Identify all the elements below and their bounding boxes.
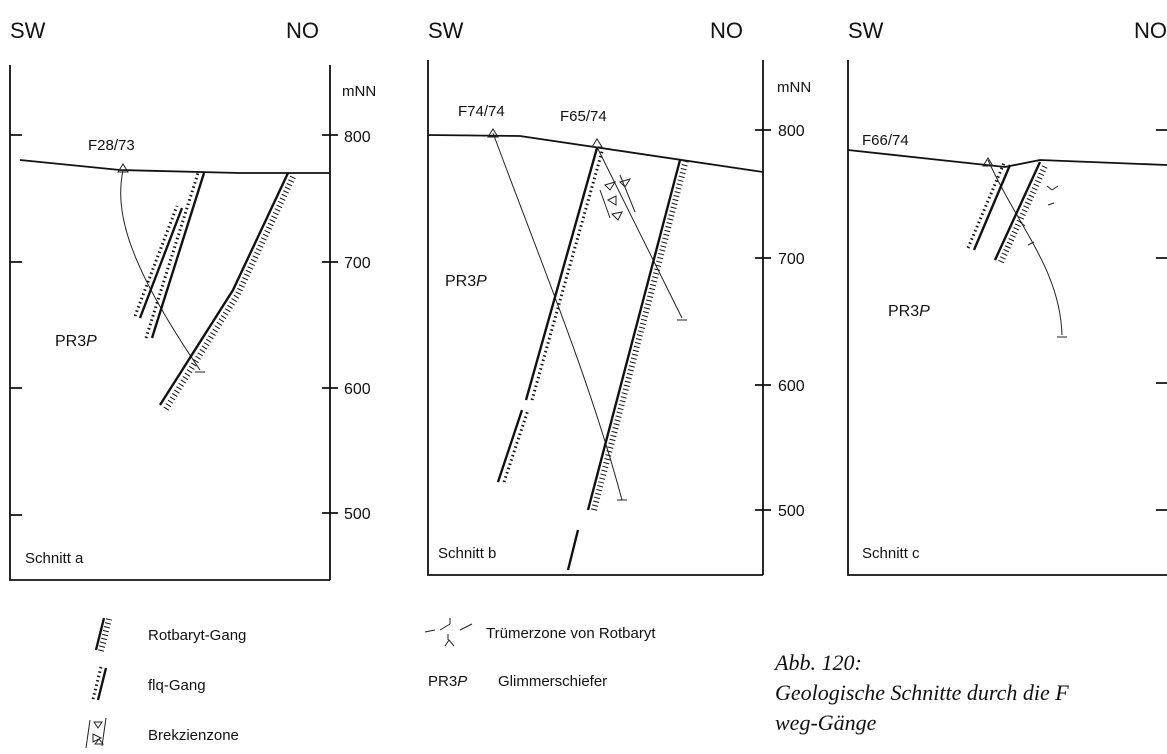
legend-label: Glimmerschiefer: [498, 673, 607, 690]
section-c: SW NO F66/74 PR3P Schnitt c: [848, 18, 1167, 575]
legend-label: flq-Gang: [148, 677, 206, 694]
caption-number: Abb. 120:: [773, 650, 862, 675]
borehole-label: F66/74: [862, 132, 909, 149]
rock-code: P: [457, 673, 467, 690]
section-name: Schnitt b: [438, 545, 496, 562]
legend-code: PR3P: [428, 673, 467, 690]
rock-code: P: [919, 303, 930, 320]
legend-label: Rotbaryt-Gang: [148, 627, 246, 644]
legend-icon: [425, 618, 472, 646]
borehole-label: F74/74: [458, 103, 505, 120]
elevation-label: 700: [778, 251, 805, 268]
diagram: SW NO mNN 800 700 600 500 F28/73 PR3P Sc…: [0, 0, 1167, 754]
legend-icon: [98, 668, 106, 700]
borehole-label: F65/74: [560, 108, 607, 125]
dike: [160, 173, 288, 405]
unit-label: mNN: [342, 83, 376, 100]
rock-label: PR3P: [888, 303, 930, 320]
borehole: [118, 164, 205, 372]
frame: [10, 65, 330, 580]
ticks: [1156, 130, 1167, 510]
rock-code: PR3: [428, 673, 457, 690]
elevation-label: 600: [778, 378, 805, 395]
legend-label: Brekzienzone: [148, 727, 239, 744]
direction-label: NO: [710, 18, 743, 43]
dike: [1001, 164, 1046, 262]
rock-label: PR3P: [55, 333, 97, 350]
rock-code: P: [476, 273, 487, 290]
caption-line: weg-Gänge: [775, 710, 877, 735]
direction-label: SW: [848, 18, 884, 43]
direction-label: SW: [428, 18, 464, 43]
elevation-label: 600: [344, 381, 371, 398]
section-name: Schnitt c: [862, 545, 920, 562]
dike: [504, 148, 603, 482]
section-a: SW NO mNN 800 700 600 500 F28/73 PR3P Sc…: [10, 18, 376, 580]
dike: [968, 163, 1004, 248]
dike: [498, 148, 680, 570]
direction-label: NO: [286, 18, 319, 43]
section-b: SW NO mNN 800 700 600 500 F74/74 F65/74 …: [428, 18, 811, 575]
surface: [848, 150, 1167, 167]
caption-line: Geologische Schnitte durch die F: [775, 680, 1069, 705]
elevation-label: 800: [778, 123, 805, 140]
elevation-label: 500: [778, 503, 805, 520]
elevation-label: 800: [344, 129, 371, 146]
dike: [135, 173, 198, 338]
surface: [20, 160, 330, 173]
elevation-label: 500: [344, 506, 371, 523]
direction-label: NO: [1134, 18, 1167, 43]
dike: [974, 162, 1040, 260]
section-name: Schnitt a: [25, 550, 84, 567]
borehole-label: F28/73: [88, 137, 135, 154]
elevation-label: 700: [344, 255, 371, 272]
rock-code: PR3: [445, 273, 476, 290]
unit-label: mNN: [777, 79, 811, 96]
rock-label: PR3P: [445, 273, 487, 290]
caption: Abb. 120: Geologische Schnitte durch die…: [773, 650, 1069, 735]
direction-label: SW: [10, 18, 46, 43]
rock-code: PR3: [888, 303, 919, 320]
rock-code: P: [86, 333, 97, 350]
ticks: [10, 135, 338, 515]
legend-label: Trümerzone von Rotbaryt: [486, 625, 656, 642]
dike: [166, 177, 293, 409]
rock-code: PR3: [55, 333, 86, 350]
legend-icon: [86, 718, 106, 748]
legend: Rotbaryt-Gang flq-Gang Brekzienzone Trüm…: [86, 618, 656, 748]
